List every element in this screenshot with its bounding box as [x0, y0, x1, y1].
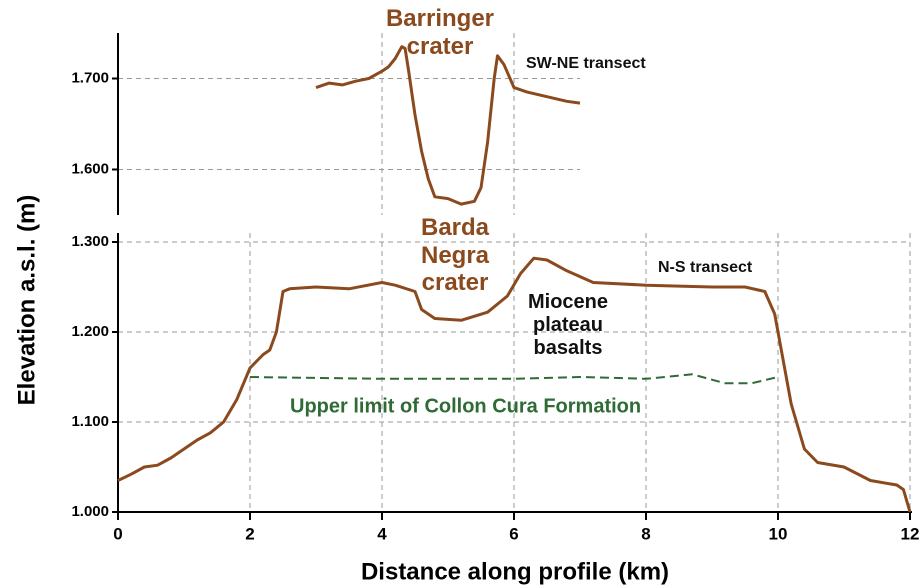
x-tick-label: 12: [901, 524, 920, 543]
y-tick-label: 1.700: [71, 69, 109, 86]
x-tick-label: 6: [509, 524, 518, 543]
x-tick-label: 2: [245, 524, 254, 543]
annotation: Miocene plateau basalts: [527, 291, 609, 359]
annotation: Barda Negra crater: [420, 214, 490, 297]
x-tick-label: 10: [769, 524, 788, 543]
series-label: N-S transect: [658, 259, 753, 276]
series-line: [117, 256, 912, 513]
x-tick-label: 4: [377, 524, 387, 543]
y-tick-label: 1.200: [71, 323, 109, 340]
y-tick-label: 1.600: [71, 160, 109, 177]
series-label: SW-NE transect: [526, 55, 646, 72]
x-tick-label: 8: [641, 524, 650, 543]
y-axis-label: Elevation a.s.l. (m): [13, 195, 40, 406]
x-tick-label: 0: [113, 524, 122, 543]
series-line: [315, 45, 581, 206]
y-tick-label: 1.300: [71, 233, 109, 250]
series-label: Upper limit of Collon Cura Formation: [290, 395, 641, 417]
annotation: Barringer crater: [385, 5, 495, 60]
series-line: [249, 373, 779, 385]
x-axis-label: Distance along profile (km): [361, 558, 669, 585]
y-tick-label: 1.100: [71, 413, 109, 430]
y-tick-label: 1.000: [71, 503, 109, 520]
